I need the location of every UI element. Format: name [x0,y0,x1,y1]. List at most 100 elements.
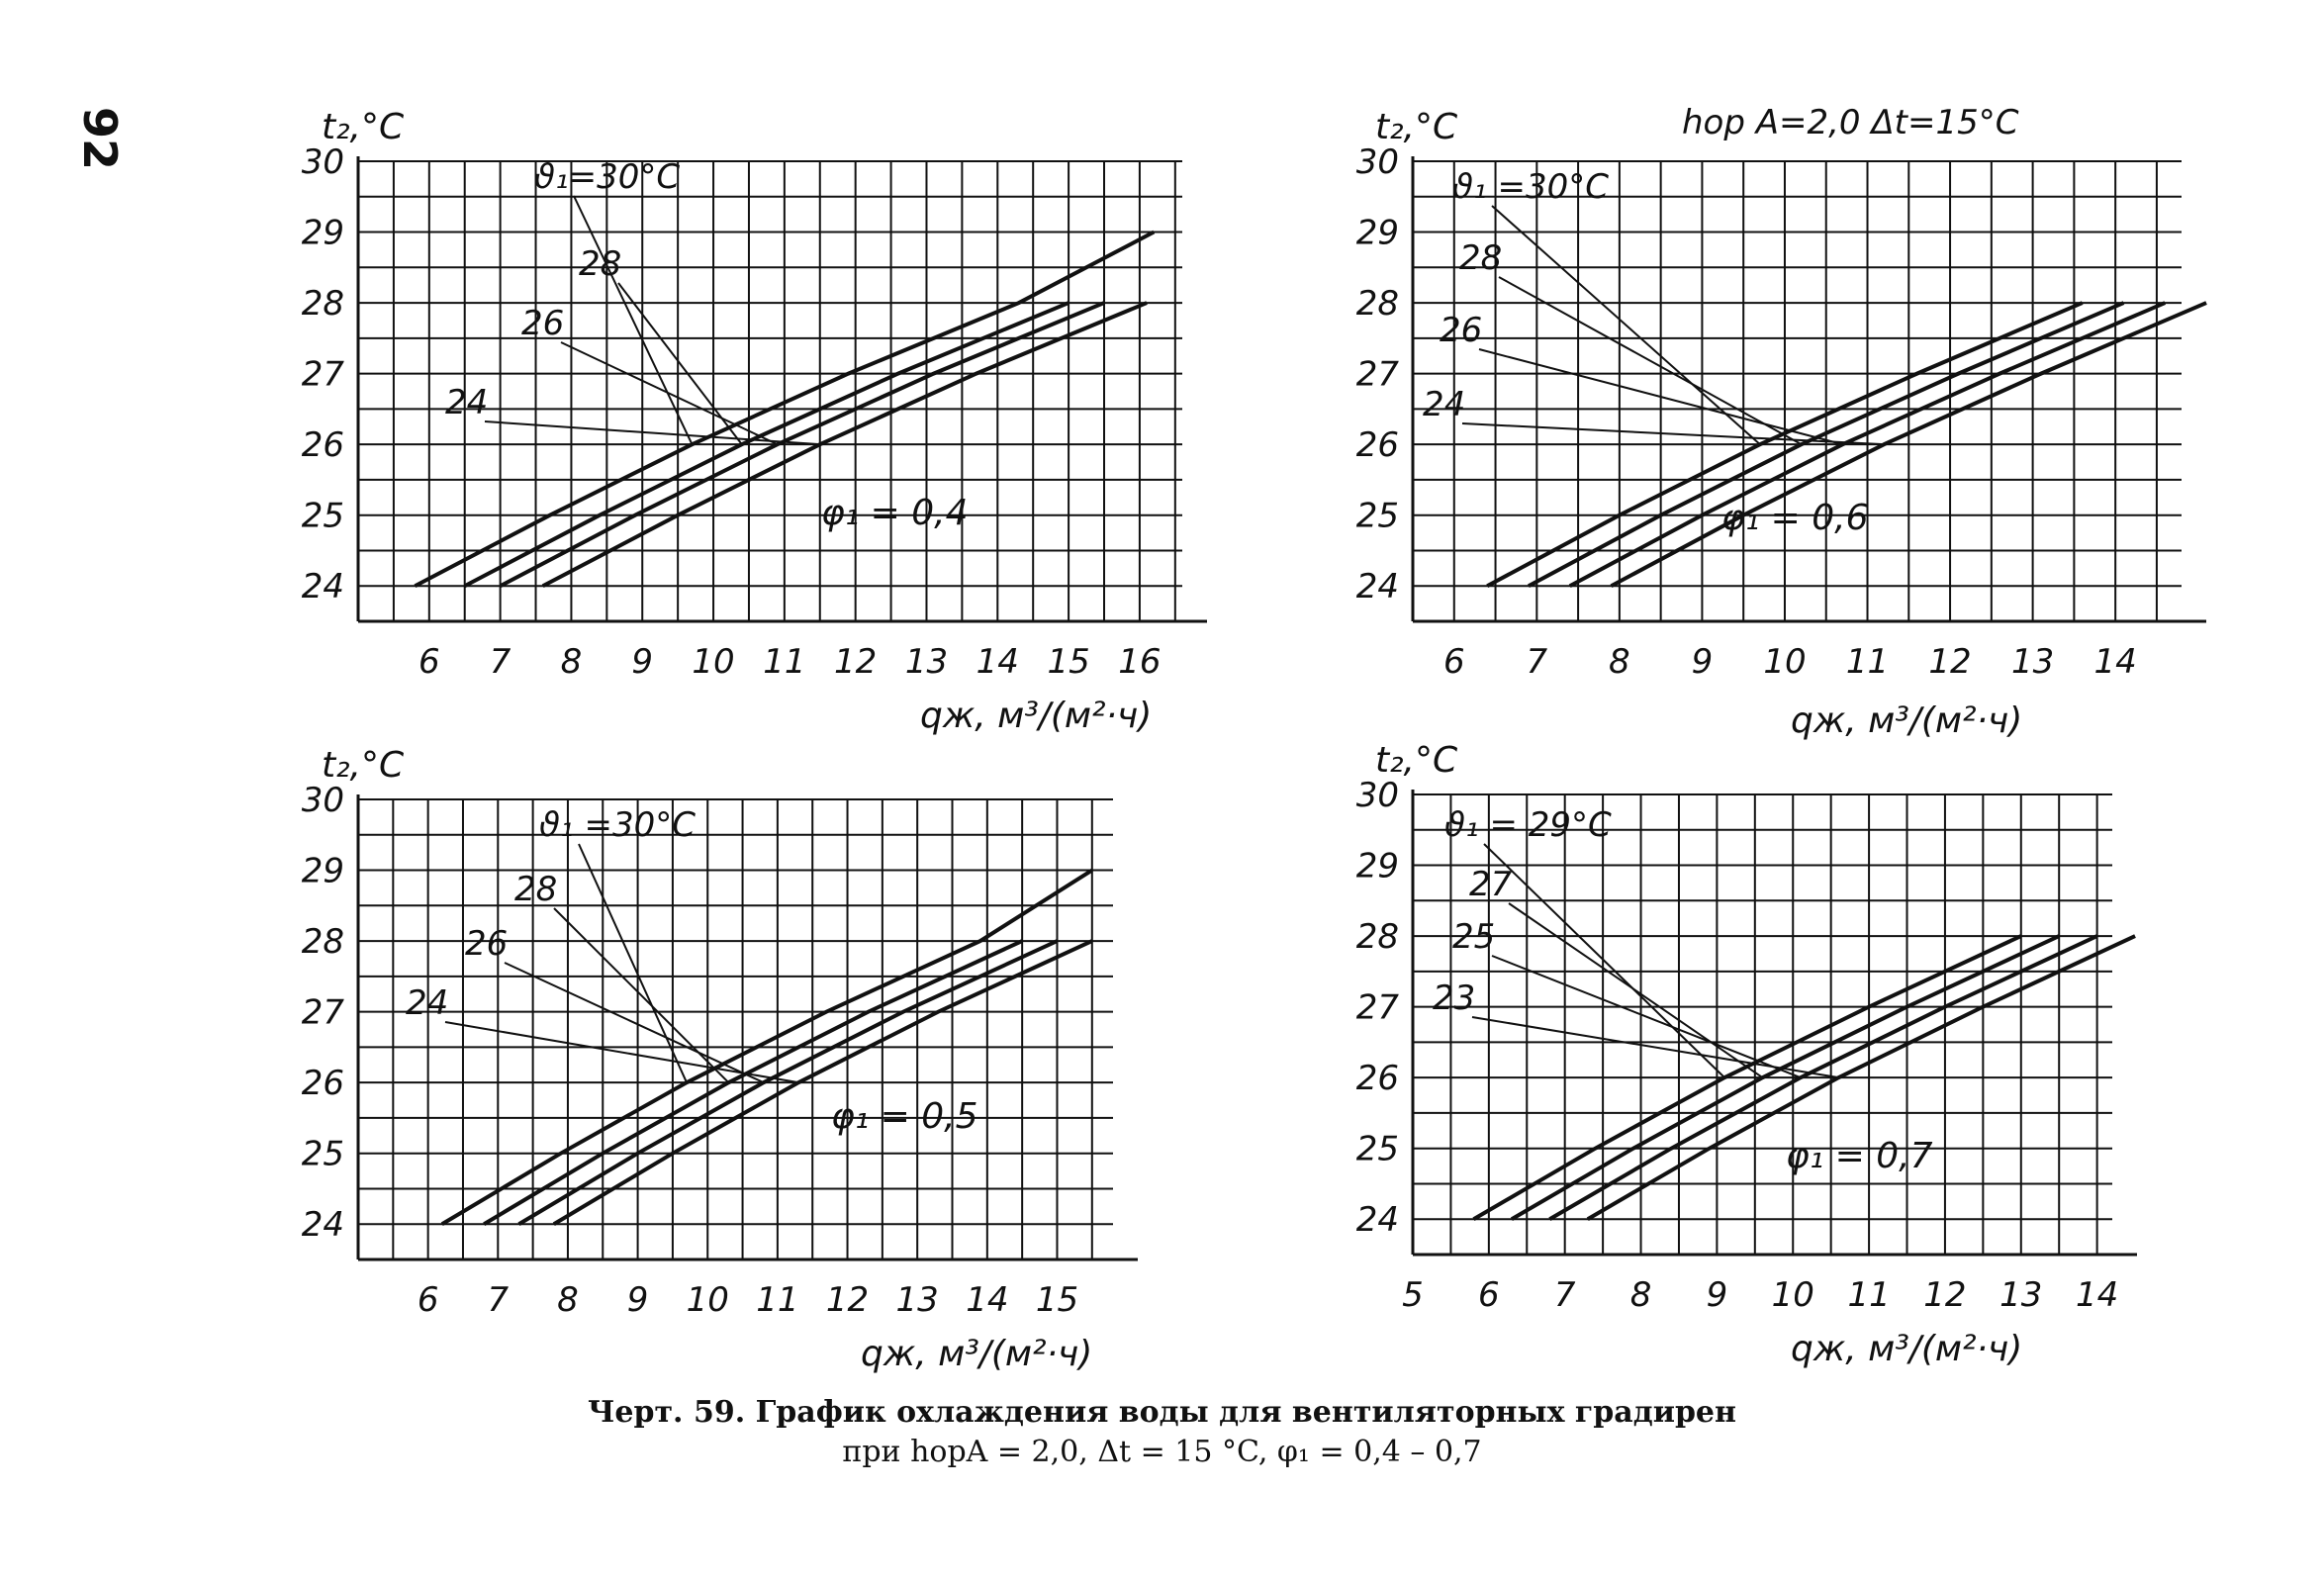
x-tick-label: 11 [756,1280,798,1320]
y-tick-label: 26 [302,1064,344,1103]
y-axis-label: t₂,°C [1375,740,1458,781]
x-tick-label: 9 [631,642,653,682]
y-tick-label: 27 [1356,988,1400,1028]
x-tick-label: 6 [1443,642,1465,682]
leader-line [1478,348,1843,446]
x-tick-label: 10 [1763,642,1806,682]
leader-line [560,341,779,446]
leader-line [1491,955,1802,1079]
x-tick-label: 10 [687,1280,729,1320]
y-tick-label: 24 [1356,1200,1399,1240]
x-tick-label: 8 [561,642,583,682]
x-tick-label: 12 [834,642,877,682]
leader-line [1483,843,1725,1078]
y-tick-label: 26 [1356,1059,1399,1098]
y-tick-label: 27 [1356,355,1400,395]
y-tick-label: 29 [302,852,344,891]
x-axis-label: qж, м³/(м²·ч) [861,1334,1092,1374]
y-tick-label: 26 [1356,425,1399,465]
x-tick-label: 14 [966,1280,1008,1320]
y-tick-label: 28 [302,284,344,324]
series-line [440,868,1093,1226]
x-tick-label: 9 [1707,1275,1728,1315]
x-tick-label: 12 [826,1280,869,1320]
series-label: ϑ₁ = 29°C [1444,805,1612,845]
phi-annotation: φ₁ = 0,5 [831,1096,977,1137]
series-label: 26 [465,924,508,964]
y-tick-label: 28 [1356,284,1399,324]
leader-line [1508,902,1764,1078]
series-label: 28 [1459,238,1502,278]
x-tick-label: 9 [1692,642,1714,682]
y-tick-label: 30 [302,781,344,820]
x-tick-label: 13 [896,1280,939,1320]
y-axis-label: t₂,°C [322,745,405,786]
series-label: 28 [514,870,557,909]
series-label: 26 [1440,311,1482,350]
x-tick-label: 7 [1554,1275,1576,1315]
leader-line [1491,205,1761,445]
y-tick-label: 25 [302,1135,344,1174]
y-tick-label: 26 [302,425,344,465]
y-axis-label: t₂,°C [1375,107,1458,147]
x-tick-label: 8 [557,1280,579,1320]
series-label: 25 [1452,917,1495,957]
series-label: ϑ₁=30°C [534,157,680,197]
leader-line [578,843,688,1083]
series-line [414,230,1156,589]
y-tick-label: 24 [1356,567,1399,606]
x-tick-label: 10 [692,642,734,682]
y-tick-label: 28 [302,922,344,962]
x-tick-label: 15 [1047,642,1089,682]
x-tick-label: 9 [627,1280,649,1320]
y-tick-label: 24 [302,567,344,606]
x-tick-label: 14 [976,642,1019,682]
x-tick-label: 6 [418,1280,439,1320]
y-tick-label: 29 [302,214,344,253]
y-axis-label: t₂,°C [322,107,405,147]
series-label: 28 [579,244,621,284]
x-axis-label: qж, м³/(м²·ч) [920,696,1152,736]
caption-line-1: Черт. 59. График охлаждения воды для вен… [588,1395,1736,1430]
y-tick-label: 30 [302,142,344,182]
y-tick-label: 29 [1356,214,1399,253]
x-tick-label: 12 [1923,1275,1966,1315]
x-axis-label: qж, м³/(м²·ч) [1791,700,2022,741]
y-tick-label: 27 [302,355,345,395]
x-tick-label: 13 [905,642,948,682]
x-tick-label: 8 [1630,1275,1652,1315]
x-tick-label: 16 [1118,642,1161,682]
x-tick-label: 7 [487,1280,509,1320]
series-label: 24 [445,383,488,422]
series-label: 23 [1433,979,1475,1018]
series-label: 27 [1469,865,1513,904]
x-tick-label: 7 [1527,642,1548,682]
y-tick-label: 30 [1356,776,1399,815]
leader-line [1471,1016,1839,1079]
x-tick-label: 7 [490,642,511,682]
x-tick-label: 6 [418,642,440,682]
x-tick-label: 13 [2011,642,2054,682]
y-tick-label: 25 [1356,1130,1399,1169]
y-tick-label: 30 [1356,142,1399,182]
series-label: 24 [406,983,448,1023]
x-tick-label: 13 [1999,1275,2042,1315]
x-tick-label: 11 [763,642,805,682]
y-tick-label: 27 [302,993,345,1033]
y-tick-label: 28 [1356,917,1399,957]
phi-annotation: φ₁ = 0,7 [1786,1136,1933,1176]
figure-header: hор A=2,0 Δt=15°C [1682,103,2019,142]
x-tick-label: 15 [1036,1280,1078,1320]
x-tick-label: 8 [1609,642,1630,682]
series-label: ϑ₁ =30°C [1452,167,1609,207]
y-tick-label: 29 [1356,847,1399,886]
y-tick-label: 25 [302,497,344,536]
leader-line [504,962,765,1084]
leader-line [573,195,694,445]
series-label: 26 [521,304,564,343]
x-tick-label: 6 [1478,1275,1500,1315]
